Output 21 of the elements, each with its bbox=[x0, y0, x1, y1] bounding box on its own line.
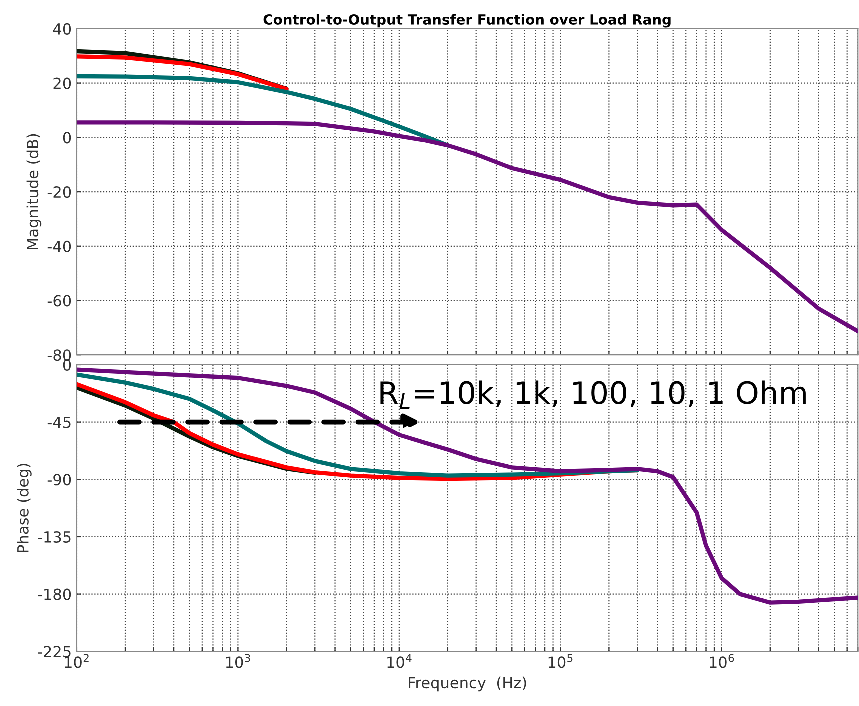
x-tick-label: 10$^{3}$ bbox=[226, 654, 250, 668]
x-axis-title: Frequency (Hz) bbox=[409, 676, 526, 692]
y-tick-label: 20 bbox=[54, 78, 72, 90]
y-tick-label: 40 bbox=[53, 23, 72, 35]
y-tick-label: -225 bbox=[38, 646, 71, 658]
y-tick-label: -45 bbox=[48, 416, 71, 428]
y-tick-label: -60 bbox=[48, 295, 72, 307]
y-tick-label: -135 bbox=[38, 531, 71, 544]
y-tick-label: -180 bbox=[38, 588, 72, 600]
x-tick-label: 10$^{5}$ bbox=[548, 654, 573, 668]
y-axis-title: Magnitude (dB) bbox=[26, 134, 42, 250]
y-tick-label: -40 bbox=[48, 240, 72, 252]
y-tick-label: 0 bbox=[63, 132, 72, 144]
y-axis-title: Phase (deg) bbox=[17, 464, 32, 552]
annotation: R$_{L}$=10k, 1k, 100, 10, 1 Ohm bbox=[380, 380, 806, 409]
x-tick-label: 10$^{6}$ bbox=[710, 654, 734, 668]
y-tick-label: -20 bbox=[48, 186, 72, 198]
chart-title: Control-to-Output Transfer Function over Load Rang bbox=[264, 14, 671, 28]
y-tick-label: -90 bbox=[48, 474, 72, 486]
y-tick-label: -80 bbox=[48, 350, 72, 362]
x-tick-label: 10$^{4}$ bbox=[388, 654, 412, 668]
